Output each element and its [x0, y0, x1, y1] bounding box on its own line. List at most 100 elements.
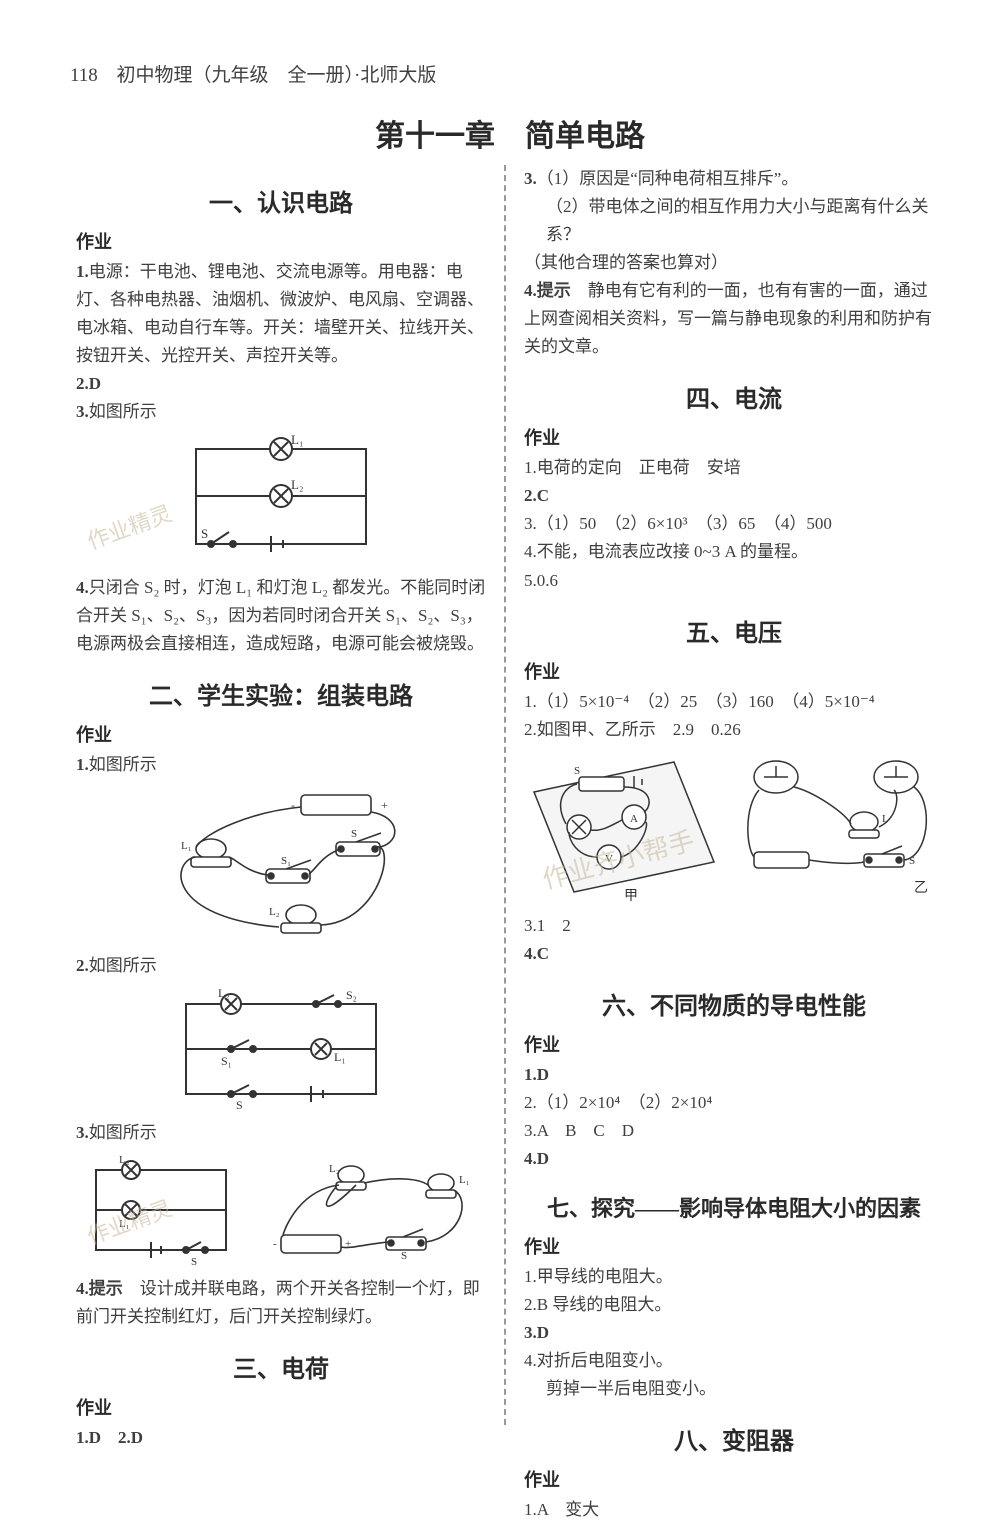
- item-text: 设计成并联电路，两个开关各控制一个灯，即前门开关控制红灯，后门开关控制绿灯。: [76, 1279, 480, 1326]
- section-1-title: 一、认识电路: [76, 183, 486, 218]
- answer-item: 3.（1）原因是“同种电荷相互排斥”。: [524, 165, 944, 193]
- item-text: 只闭合 S₂ 时，灯泡 L₁ 和灯泡 L₂ 都发光。不能同时闭合开关 S₁、S₂…: [76, 578, 485, 653]
- svg-text:S: S: [574, 765, 580, 777]
- homework-label: 作业: [76, 721, 486, 747]
- answer-item: 3.D: [524, 1319, 944, 1347]
- answer-item: 剪掉一半后电阻变小。: [524, 1375, 944, 1403]
- svg-text:S: S: [401, 1250, 407, 1262]
- answer-item: 1.D: [524, 1061, 944, 1089]
- homework-label: 作业: [524, 1233, 944, 1259]
- answer-item: 2.（1）2×10⁴ （2）2×10⁴: [524, 1089, 944, 1117]
- homework-label: 作业: [76, 1394, 486, 1420]
- homework-label: 作业: [524, 424, 944, 450]
- caption-b: 乙: [914, 880, 928, 896]
- svg-text:A: A: [630, 813, 638, 825]
- section-2-title: 二、学生实验：组装电路: [76, 676, 486, 711]
- homework-label: 作业: [524, 658, 944, 684]
- svg-text:-: -: [291, 798, 295, 812]
- answer-item: 2.如图所示: [76, 952, 486, 980]
- answer-item: 4.D: [524, 1145, 944, 1173]
- chapter-title: 第十一章 简单电路: [70, 111, 950, 155]
- item-number: 4.: [76, 578, 89, 597]
- answer-item: 1.A 变大: [524, 1496, 944, 1524]
- page-header: 118 初中物理（九年级 全一册）·北师大版: [70, 60, 950, 87]
- svg-text:S: S: [351, 828, 357, 840]
- circuit-diagram-icon: L₂ L₁ S: [81, 1155, 241, 1265]
- svg-text:S₁: S₁: [221, 1054, 232, 1068]
- answer-item: （其他合理的答案也算对）: [524, 249, 944, 277]
- column-divider: [504, 165, 506, 1425]
- svg-text:+: +: [381, 798, 388, 812]
- section-4-title: 四、电流: [524, 379, 944, 414]
- circuit-diagram-icon: L₁ L₂ S: [171, 434, 391, 564]
- right-column: 3.（1）原因是“同种电荷相互排斥”。 （2）带电体之间的相互作用力大小与距离有…: [518, 165, 950, 1524]
- svg-text:+: +: [345, 1238, 351, 1250]
- item-number: 1.: [76, 262, 89, 281]
- two-column-layout: 一、认识电路 作业 1.电源：干电池、锂电池、交流电源等。用电器：电灯、各种电热…: [70, 165, 950, 1524]
- answer-item: 4.提示 设计成并联电路，两个开关各控制一个灯，即前门开关控制红灯，后门开关控制…: [76, 1275, 486, 1331]
- svg-text:S₂: S₂: [346, 989, 357, 1002]
- answer-item: 1.电源：干电池、锂电池、交流电源等。用电器：电灯、各种电热器、油烟机、微波炉、…: [76, 258, 486, 370]
- item-text: 电源：干电池、锂电池、交流电源等。用电器：电灯、各种电热器、油烟机、微波炉、电风…: [76, 262, 484, 365]
- section-8-title: 八、变阻器: [524, 1421, 944, 1456]
- circuit-photo-icon: S A V 甲: [524, 752, 724, 902]
- svg-text:S: S: [191, 1256, 197, 1265]
- homework-label: 作业: [524, 1466, 944, 1492]
- answer-item: 4.对折后电阻变小。: [524, 1347, 944, 1375]
- answer-item: 4.提示 静电有它有利的一面，也有有害的一面，通过上网查阅相关资料，写一篇与静电…: [524, 277, 944, 361]
- item-number: 3.: [524, 169, 537, 188]
- item-number: 4.提示: [76, 1279, 123, 1298]
- answer-item: 3.如图所示: [76, 1119, 486, 1147]
- answer-item: 3.（1）50 （2）6×10³ （3）65 （4）500: [524, 510, 944, 538]
- homework-label: 作业: [76, 228, 486, 254]
- item-text: 如图所示: [89, 956, 157, 975]
- answer-item: 5.0.6: [524, 567, 944, 595]
- wiring-diagram-icon: + - S L₁ S₁ L₂: [151, 787, 411, 942]
- svg-text:S₁: S₁: [281, 855, 291, 867]
- section-6-title: 六、不同物质的导电性能: [524, 986, 944, 1021]
- svg-text:-: -: [273, 1238, 277, 1250]
- answer-item: 3.A B C D: [524, 1117, 944, 1145]
- answer-item: 2.C: [524, 482, 944, 510]
- svg-text:L₂: L₂: [269, 906, 280, 918]
- svg-text:L₁: L₁: [459, 1174, 470, 1186]
- page-number: 118: [70, 65, 98, 86]
- answer-item: 3.如图所示: [76, 398, 486, 426]
- breadcrumb: 初中物理（九年级 全一册）·北师大版: [117, 65, 437, 86]
- answer-item: （2）带电体之间的相互作用力大小与距离有什么关系？: [524, 193, 944, 249]
- item-number: 4.提示: [524, 281, 571, 300]
- wiring-diagram-icon: L₂ L₁ - + S: [261, 1155, 481, 1265]
- circuit-diagram-icon: L₂ S₂ S₁ L₁ S: [166, 989, 396, 1109]
- homework-label: 作业: [524, 1031, 944, 1057]
- svg-text:S: S: [201, 526, 208, 541]
- answer-item: 1.如图所示: [76, 751, 486, 779]
- answer-item: 4.只闭合 S₂ 时，灯泡 L₁ 和灯泡 L₂ 都发光。不能同时闭合开关 S₁、…: [76, 574, 486, 658]
- answer-item: 2.如图甲、乙所示 2.9 0.26: [524, 716, 944, 744]
- svg-text:L₂: L₂: [329, 1163, 340, 1175]
- meter-wiring-icon: L S 乙: [734, 752, 944, 902]
- svg-text:L₂: L₂: [218, 989, 230, 1000]
- item-text: （1）原因是“同种电荷相互排斥”。: [537, 169, 799, 188]
- item-text: 如图所示: [89, 1123, 157, 1142]
- svg-text:L₁: L₁: [291, 434, 303, 447]
- svg-text:L₁: L₁: [334, 1050, 346, 1064]
- section-5-title: 五、电压: [524, 613, 944, 648]
- section-7-title: 七、探究——影响导体电阻大小的因素: [524, 1191, 944, 1223]
- svg-text:L₁: L₁: [119, 1218, 130, 1230]
- left-column: 一、认识电路 作业 1.电源：干电池、锂电池、交流电源等。用电器：电灯、各种电热…: [70, 165, 492, 1524]
- svg-text:S: S: [236, 1098, 243, 1109]
- answer-item: 1.（1）5×10⁻⁴ （2）25 （3）160 （4）5×10⁻⁴: [524, 688, 944, 716]
- svg-text:L₁: L₁: [181, 840, 192, 852]
- svg-text:L₂: L₂: [291, 477, 303, 492]
- answer-item: 1.甲导线的电阻大。: [524, 1263, 944, 1291]
- answer-item: 4.不能，电流表应改接 0~3 A 的量程。: [524, 538, 944, 566]
- answer-item: 1.电荷的定向 正电荷 安培: [524, 454, 944, 482]
- answer-item: 3.1 2: [524, 912, 944, 940]
- answer-item: 2.B 导线的电阻大。: [524, 1291, 944, 1319]
- item-text: 如图所示: [89, 402, 157, 421]
- section-3-title: 三、电荷: [76, 1349, 486, 1384]
- answer-item: 1.D 2.D: [76, 1424, 486, 1452]
- answer-item: 2.D: [76, 370, 486, 398]
- svg-text:V: V: [605, 853, 613, 865]
- item-text: 静电有它有利的一面，也有有害的一面，通过上网查阅相关资料，写一篇与静电现象的利用…: [524, 281, 932, 356]
